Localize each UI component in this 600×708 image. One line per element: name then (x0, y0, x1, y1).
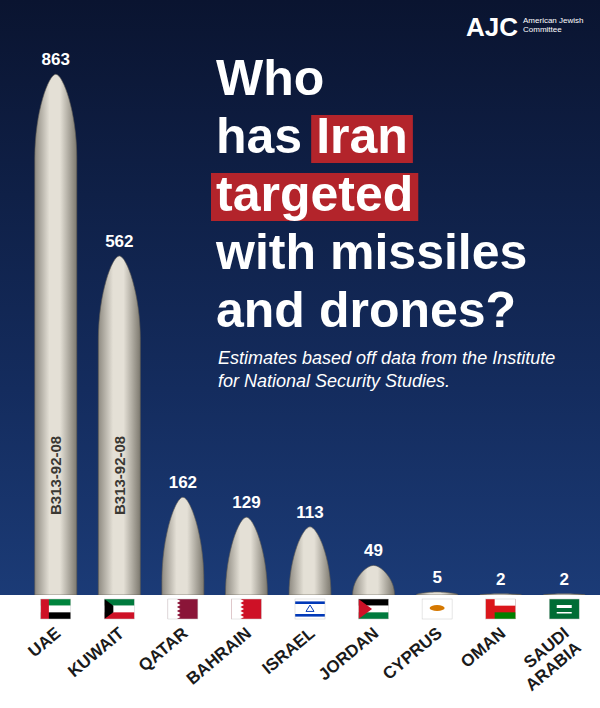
title-word: drones? (319, 282, 516, 338)
labels: 863 562 162 129 113 49 5 2 2 B313-92-08 B313-92-08… (25, 50, 585, 695)
subtitle: Estimates based off data from the Instit… (218, 348, 555, 391)
category-line: CYPRUS (379, 624, 445, 684)
flag (41, 599, 71, 619)
flag (104, 599, 134, 619)
value-label: 2 (496, 570, 505, 589)
missile-bar (289, 527, 331, 595)
missile-bar (353, 565, 395, 595)
category-line: ISRAEL (259, 624, 319, 679)
category-label: QATAR (135, 624, 192, 676)
missile-bar (480, 594, 522, 595)
flag-border (359, 599, 389, 619)
value-label: 562 (105, 232, 133, 251)
flag-part (430, 605, 445, 611)
category-label: SAUDIARABIA (510, 624, 585, 695)
flag-border (104, 599, 134, 619)
category-label: UAE (25, 624, 65, 662)
category-label: ISRAEL (259, 624, 319, 679)
logo-text-line: Committee (523, 25, 562, 34)
category-line: JORDAN (315, 624, 382, 685)
flag-part (486, 599, 516, 619)
flag-part (549, 599, 579, 619)
flag-part (359, 599, 373, 619)
missile-bar (98, 256, 140, 595)
missile-bar (162, 497, 204, 595)
flag-part (306, 605, 314, 611)
missile-bar (35, 74, 77, 595)
flag-border (422, 599, 452, 619)
category-label: BAHRAIN (183, 624, 255, 689)
logo-text-line: American Jewish (523, 16, 583, 25)
flag-part (295, 599, 325, 619)
flags (41, 599, 579, 619)
category-line: OMAN (457, 624, 509, 672)
category-label: CYPRUS (379, 624, 445, 684)
title-word: with (215, 224, 316, 280)
title-word: Iran (316, 108, 408, 164)
flag-part (422, 599, 452, 619)
value-label: 129 (232, 493, 260, 512)
page: {"chart_data": {"type": "bar", "title": … (0, 0, 600, 708)
category-label: KUWAIT (64, 623, 128, 681)
category-line: UAE (25, 624, 65, 662)
flag-border (486, 599, 516, 619)
value-label: 5 (432, 568, 441, 587)
category-line: BAHRAIN (183, 624, 255, 689)
title-word: Who (216, 50, 324, 106)
title-word: missiles (330, 224, 527, 280)
missile-bar (416, 592, 458, 595)
marks (35, 74, 585, 595)
flag-part (557, 612, 572, 614)
flag (231, 599, 261, 619)
category-line: ARABIA (522, 638, 585, 695)
flag (295, 599, 325, 619)
subtitle-line: Estimates based off data from the Instit… (218, 348, 555, 368)
flag-part (168, 599, 181, 619)
flag-part (295, 614, 325, 617)
title-word: targeted (216, 166, 413, 222)
missile-bar (543, 594, 585, 595)
flag-part (295, 601, 325, 604)
category-label: JORDAN (315, 624, 382, 685)
background (0, 0, 600, 708)
value-label: 863 (42, 50, 70, 69)
flag (422, 599, 452, 619)
bottom-band (0, 595, 600, 708)
title-word: and (216, 282, 305, 338)
missile-marking: B313-92-08 (47, 436, 64, 515)
logo: AJC (466, 12, 518, 42)
flag-part (495, 599, 516, 606)
missile-marking: B313-92-08 (111, 436, 128, 515)
flag (359, 599, 389, 619)
flag (168, 599, 198, 619)
flag-border (41, 599, 71, 619)
value-label: 2 (559, 570, 568, 589)
category-line: KUWAIT (64, 623, 128, 681)
missile-bar (225, 517, 267, 595)
flag (486, 599, 516, 619)
value-label: 49 (364, 541, 383, 560)
chart: 863 562 162 129 113 49 5 2 2 B313-92-08 B313-92-08… (0, 0, 600, 708)
flag (549, 599, 579, 619)
title: WhohasIrantargetedwithmissiles anddrones? (211, 50, 527, 338)
flag-part (41, 599, 49, 619)
flag-part (104, 599, 113, 619)
flag-border (295, 599, 325, 619)
flag-part (495, 612, 516, 619)
flag-part (231, 599, 261, 619)
flag-border (168, 599, 198, 619)
logo-text: American JewishCommittee (523, 16, 583, 34)
flag-border (549, 599, 579, 619)
flag-border (231, 599, 261, 619)
subtitle-line: for National Security Studies. (218, 371, 450, 391)
title-word: has (216, 108, 302, 164)
category-label: OMAN (457, 624, 509, 672)
value-label: 162 (169, 473, 197, 492)
flag-part (557, 605, 572, 608)
flag-part (231, 599, 244, 619)
category-line: QATAR (135, 624, 192, 676)
value-label: 113 (296, 503, 323, 522)
flag-part (168, 599, 198, 619)
